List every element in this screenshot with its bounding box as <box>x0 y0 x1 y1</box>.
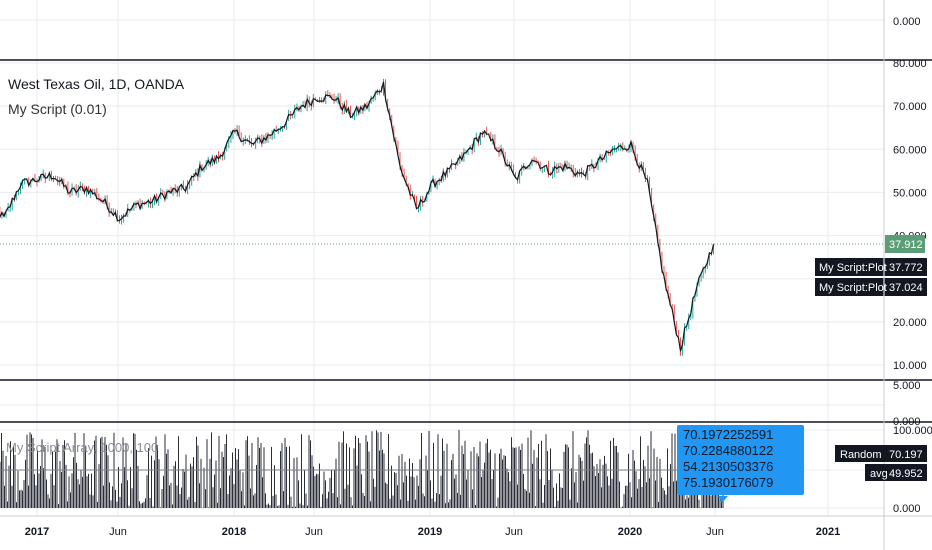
y-tick-label: 10.000 <box>893 360 927 372</box>
lower-label-badge <box>835 445 927 462</box>
tooltip-pointer <box>718 496 728 503</box>
x-tick-label: Jun <box>505 526 523 538</box>
tooltip-line: 70.1972252591 <box>683 427 774 442</box>
plot-label-name: My Script:Plot <box>819 282 887 294</box>
plot-label-value: 37.772 <box>889 262 923 274</box>
y-tick-label: 0.000 <box>893 16 921 28</box>
tooltip-line: 75.1930176079 <box>683 475 774 490</box>
x-tick-label: 2018 <box>222 526 246 538</box>
value-tooltip: 70.1972252591 70.2284880122 54.213050337… <box>677 425 804 495</box>
plot-label-badge <box>815 258 927 276</box>
random-bars <box>0 430 724 508</box>
last-price-text: 37.912 <box>889 239 923 251</box>
plot-label-badge <box>815 278 927 296</box>
lower-label-badge <box>865 464 927 481</box>
x-tick-label: Jun <box>305 526 323 538</box>
lower-label-value: 70.197 <box>889 449 923 461</box>
y-tick-label: 60.000 <box>893 144 927 156</box>
x-tick-label: Jun <box>109 526 127 538</box>
lower-label-value: 49.952 <box>889 468 923 480</box>
y-tick-label: 0.000 <box>893 503 921 515</box>
x-tick-label: Jun <box>706 526 724 538</box>
last-price-badge <box>885 235 925 253</box>
lower-label-name: avg <box>870 468 888 480</box>
y-tick-label: 100.000 <box>893 425 932 437</box>
y-tick-label: 20.000 <box>893 317 927 329</box>
plot-label-name: My Script:Plot <box>819 262 887 274</box>
y-tick-label: 50.000 <box>893 187 927 199</box>
lower-label-name: Random <box>840 449 882 461</box>
tooltip-line: 70.2284880122 <box>683 443 774 458</box>
price-line <box>0 81 715 352</box>
y-tick-label: 5.000 <box>893 380 921 392</box>
x-tick-label: 2019 <box>418 526 442 538</box>
x-tick-label: 2021 <box>816 526 840 538</box>
tooltip-line: 54.2130503376 <box>683 459 774 474</box>
y-tick-label: 0.000 <box>893 416 921 428</box>
y-tick-label: 80.000 <box>893 58 927 70</box>
x-tick-label: 2020 <box>618 526 642 538</box>
y-tick-label: 70.000 <box>893 101 927 113</box>
chart-title: West Texas Oil, 1D, OANDA <box>8 76 185 92</box>
lower-indicator-label: My Script Array, 1000, 100 <box>6 440 158 455</box>
plot-label-value: 37.024 <box>889 282 923 294</box>
x-tick-label: 2017 <box>25 526 49 538</box>
indicator-label: My Script (0.01) <box>8 101 107 117</box>
